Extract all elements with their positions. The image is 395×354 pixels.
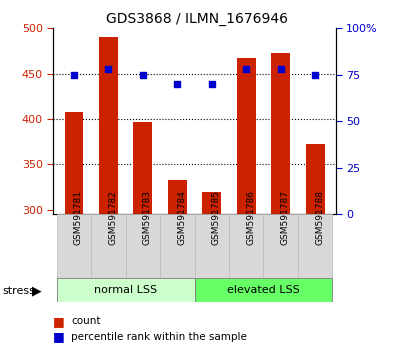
Bar [126,214,160,278]
Bar [99,38,118,214]
Bar [64,112,83,214]
Bar [271,53,290,214]
Text: GDS3868 / ILMN_1676946: GDS3868 / ILMN_1676946 [107,12,288,27]
Bar [202,192,221,214]
Bar [195,278,332,302]
Bar [306,144,325,214]
Bar [91,214,126,278]
Point [312,72,318,78]
Text: GSM591781: GSM591781 [74,190,83,245]
Point [243,67,249,72]
Bar [57,278,195,302]
Text: stress: stress [2,286,35,296]
Text: GSM591787: GSM591787 [280,190,290,245]
Point [140,72,146,78]
Point [174,81,181,87]
Bar [229,214,263,278]
Bar [263,214,298,278]
Text: GSM591786: GSM591786 [246,190,255,245]
Point [105,67,112,72]
Bar [195,214,229,278]
Point [209,81,215,87]
Bar [298,214,332,278]
Text: GSM591782: GSM591782 [109,190,117,245]
Text: ▶: ▶ [32,285,41,297]
Bar [57,214,91,278]
Text: GSM591784: GSM591784 [177,190,186,245]
Text: GSM591788: GSM591788 [315,190,324,245]
Text: ■: ■ [53,331,65,343]
Text: percentile rank within the sample: percentile rank within the sample [71,332,247,342]
Text: GSM591785: GSM591785 [212,190,221,245]
Point [277,67,284,72]
Text: ■: ■ [53,315,65,328]
Bar [160,214,195,278]
Text: count: count [71,316,101,326]
Text: normal LSS: normal LSS [94,285,157,295]
Bar [134,122,152,214]
Bar [168,180,187,214]
Text: elevated LSS: elevated LSS [227,285,300,295]
Bar [237,58,256,214]
Text: GSM591783: GSM591783 [143,190,152,245]
Point [71,72,77,78]
